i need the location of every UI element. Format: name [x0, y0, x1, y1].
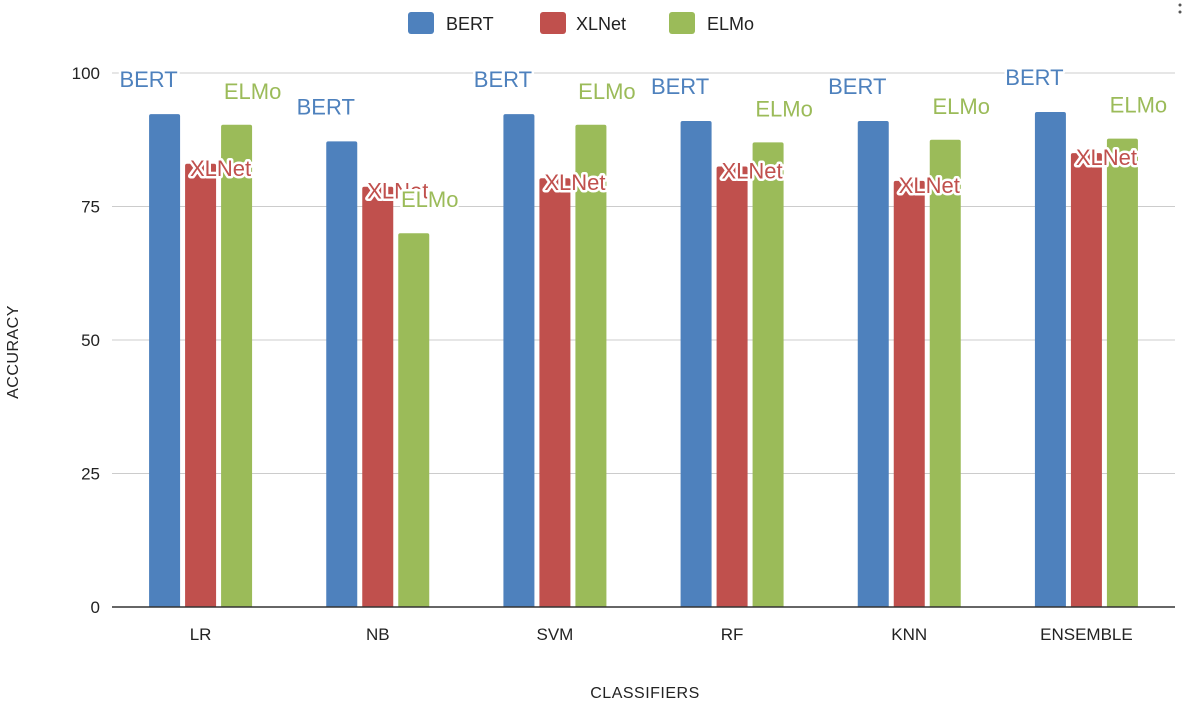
data-label-bert: BERT	[1005, 65, 1063, 90]
bar-elmo-nb	[398, 233, 430, 607]
bar-bert-knn	[857, 121, 889, 607]
bar-xlnet-rf	[716, 166, 748, 607]
bars	[149, 111, 1138, 608]
legend-swatch-xlnet	[540, 12, 566, 34]
bar-elmo-rf	[752, 142, 784, 608]
data-label-xlnet: XLNet	[190, 156, 251, 181]
bar-xlnet-svm	[539, 178, 571, 607]
data-label-xlnet: XLNet	[899, 173, 960, 198]
bar-xlnet-ensemble	[1070, 153, 1102, 607]
data-label-xlnet: XLNet	[367, 179, 428, 204]
y-tick-label: 0	[91, 598, 100, 617]
legend-label-xlnet: XLNet	[576, 14, 626, 34]
y-axis-ticks: 0 25 50 75 100	[72, 64, 100, 617]
legend-label-bert: BERT	[446, 14, 494, 34]
y-tick-label: 100	[72, 64, 100, 83]
data-label-xlnet: XLNet	[1076, 145, 1137, 170]
x-tick-label: ENSEMBLE	[1040, 625, 1133, 644]
data-label-elmo: ELMo	[401, 187, 458, 212]
bar-bert-nb	[326, 141, 358, 608]
legend-swatch-elmo	[669, 12, 695, 34]
bar-bert-rf	[680, 121, 712, 607]
x-axis-title: CLASSIFIERS	[590, 685, 700, 702]
x-tick-label: SVM	[536, 625, 573, 644]
bar-bert-svm	[503, 114, 535, 608]
data-label-bert: BERT	[119, 67, 177, 92]
data-label-elmo: ELMo	[578, 79, 635, 104]
data-label-bert: BERT	[474, 67, 532, 92]
bar-elmo-knn	[929, 139, 961, 607]
bar-xlnet-lr	[185, 163, 217, 607]
gridlines	[112, 72, 1175, 474]
more-options-icon[interactable]	[1178, 3, 1182, 7]
data-label-xlnet: XLNet	[722, 158, 783, 183]
bar-bert-lr	[149, 114, 181, 608]
y-tick-label: 50	[81, 331, 100, 350]
x-tick-label: LR	[190, 625, 212, 644]
y-axis-title: ACCURACY	[5, 305, 22, 399]
bar-xlnet-nb	[362, 186, 394, 607]
data-label-elmo: ELMo	[755, 96, 812, 121]
data-label-bert: BERT	[297, 94, 355, 119]
legend-swatch-bert	[408, 12, 434, 34]
x-tick-label: RF	[721, 625, 744, 644]
data-label-elmo: ELMo	[224, 79, 281, 104]
y-tick-label: 25	[81, 465, 100, 484]
y-tick-label: 75	[81, 198, 100, 217]
legend: BERT XLNet ELMo	[408, 12, 754, 34]
data-label-bert: BERT	[828, 74, 886, 99]
bar-elmo-ensemble	[1106, 138, 1138, 607]
data-label-bert: BERT	[651, 74, 709, 99]
data-label-elmo: ELMo	[933, 94, 990, 119]
data-label-xlnet: XLNet	[544, 170, 605, 195]
bar-bert-ensemble	[1034, 111, 1066, 608]
legend-label-elmo: ELMo	[707, 14, 754, 34]
data-label-elmo: ELMo	[1110, 93, 1167, 118]
x-axis-ticks: LR NB SVM RF KNN ENSEMBLE	[190, 625, 1133, 644]
x-tick-label: KNN	[891, 625, 927, 644]
bar-xlnet-knn	[893, 180, 925, 608]
bar-elmo-svm	[575, 124, 607, 607]
x-tick-label: NB	[366, 625, 390, 644]
bar-elmo-lr	[221, 124, 253, 607]
more-options-icon-dot	[1178, 10, 1182, 14]
